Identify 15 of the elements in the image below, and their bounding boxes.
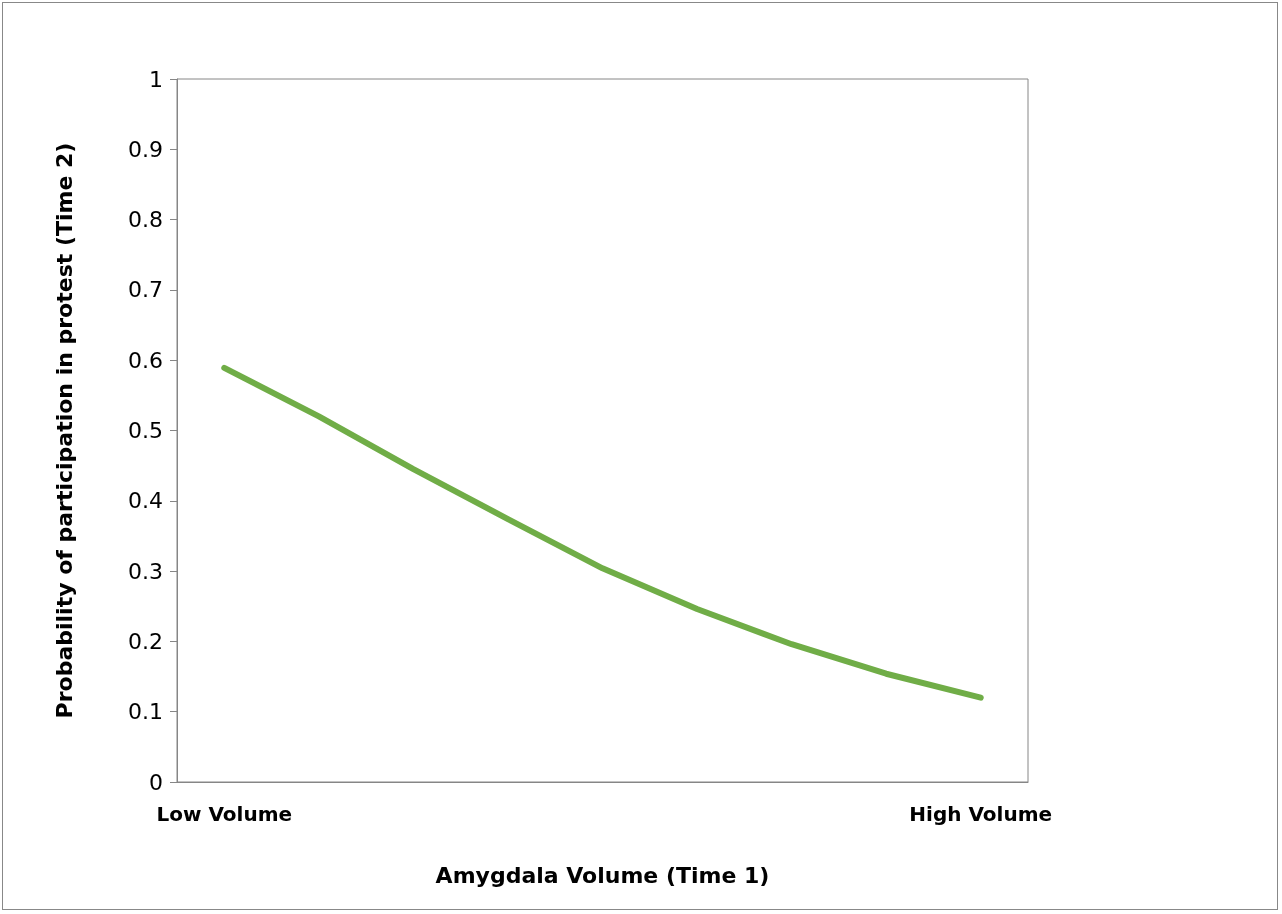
y-tick-label: 0.4 [128, 488, 163, 514]
y-tick-label: 0.6 [128, 347, 163, 373]
y-tick-label: 0 [149, 769, 163, 795]
y-tick-label: 0.3 [128, 558, 163, 584]
y-tick-label: 0.7 [128, 277, 163, 303]
y-tick-label: 0.1 [128, 699, 163, 725]
x-tick-label: Low Volume [156, 802, 293, 826]
y-tick-label: 1 [149, 66, 163, 92]
x-axis-title: Amygdala Volume (Time 1) [435, 862, 770, 888]
y-tick-label: 0.2 [128, 628, 163, 654]
y-tick-label: 0.9 [128, 136, 163, 162]
x-tick-label: High Volume [909, 802, 1053, 826]
y-tick-label: 0.5 [128, 418, 163, 443]
y-tick-label: 0.8 [128, 207, 163, 233]
y-axis-title: Probability of participation in protest (Time 2) [51, 142, 77, 719]
